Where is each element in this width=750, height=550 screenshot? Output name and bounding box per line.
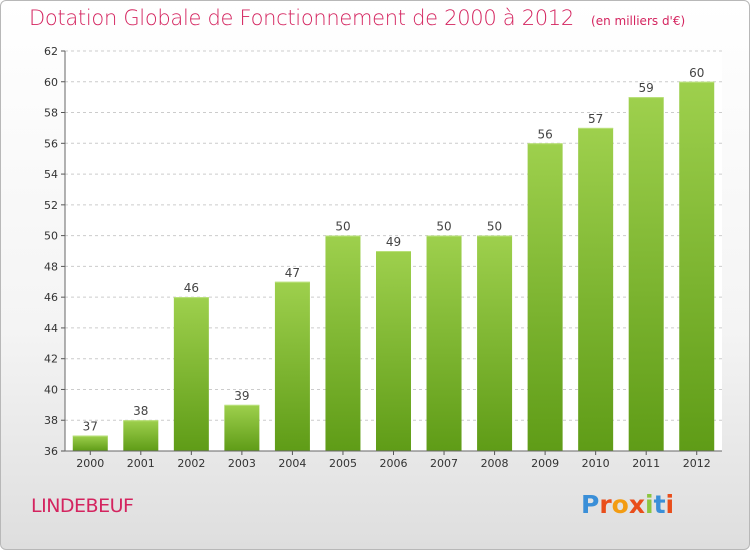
x-tick-label: 2001: [127, 457, 155, 470]
bar: [274, 281, 310, 451]
data-label: 49: [386, 235, 401, 249]
x-tick-label: 2011: [632, 457, 660, 470]
data-label: 59: [639, 81, 654, 95]
y-tick-label: 44: [44, 322, 58, 335]
x-tick-label: 2000: [76, 457, 104, 470]
bar: [477, 235, 513, 451]
bar: [426, 235, 462, 451]
y-tick-label: 60: [44, 76, 58, 89]
data-label: 50: [487, 220, 502, 234]
y-tick-label: 42: [44, 353, 58, 366]
bar: [376, 251, 411, 451]
logo-letter: t: [653, 490, 666, 519]
x-tick-label: 2005: [329, 457, 357, 470]
y-tick-label: 50: [44, 230, 58, 243]
bar: [72, 435, 108, 451]
logo-letter: r: [599, 490, 612, 519]
logo-letter: i: [645, 490, 654, 519]
logo-letter: x: [628, 490, 645, 519]
x-tick-label: 2008: [481, 457, 509, 470]
chart-title: Dotation Globale de Fonctionnement de 20…: [29, 6, 574, 30]
y-tick-label: 62: [44, 45, 58, 58]
data-label: 47: [285, 266, 300, 280]
x-tick-label: 2012: [683, 457, 711, 470]
x-tick-label: 2002: [177, 457, 205, 470]
data-label: 38: [133, 404, 148, 418]
bar: [527, 143, 563, 452]
data-label: 56: [537, 127, 552, 141]
bar: [578, 127, 614, 451]
proxiti-logo: Proxiti: [581, 490, 674, 519]
x-tick-label: 2010: [582, 457, 610, 470]
chart-subtitle: (en milliers d'€): [591, 14, 686, 28]
data-label: 50: [436, 220, 451, 234]
y-tick-label: 38: [44, 414, 58, 427]
data-label: 57: [588, 112, 603, 126]
y-tick-label: 56: [44, 137, 58, 150]
bar: [679, 81, 715, 452]
logo-letter: P: [581, 490, 600, 519]
logo-letter: i: [665, 490, 675, 519]
y-tick-label: 48: [44, 260, 58, 273]
x-tick-label: 2003: [228, 457, 256, 470]
logo-letter: o: [611, 490, 629, 519]
x-tick-label: 2004: [278, 457, 306, 470]
data-label: 39: [234, 389, 249, 403]
data-label: 46: [184, 281, 199, 295]
x-tick-label: 2006: [380, 457, 408, 470]
y-tick-label: 58: [44, 107, 58, 120]
y-tick-label: 46: [44, 291, 58, 304]
bar: [224, 404, 260, 451]
data-label: 60: [689, 66, 704, 80]
y-tick-label: 52: [44, 199, 58, 212]
bar: [325, 235, 361, 451]
data-label: 50: [335, 220, 350, 234]
commune-name: LINDEBEUF: [31, 495, 134, 517]
bar: [628, 97, 664, 452]
chart-title-block: Dotation Globale de Fonctionnement de 20…: [29, 6, 685, 30]
bar: [173, 297, 209, 451]
x-tick-label: 2007: [430, 457, 458, 470]
bar: [123, 420, 159, 451]
y-tick-label: 36: [44, 445, 58, 458]
y-tick-label: 40: [44, 383, 58, 396]
y-tick-label: 54: [44, 168, 58, 181]
data-label: 37: [83, 420, 98, 434]
x-tick-label: 2009: [531, 457, 559, 470]
